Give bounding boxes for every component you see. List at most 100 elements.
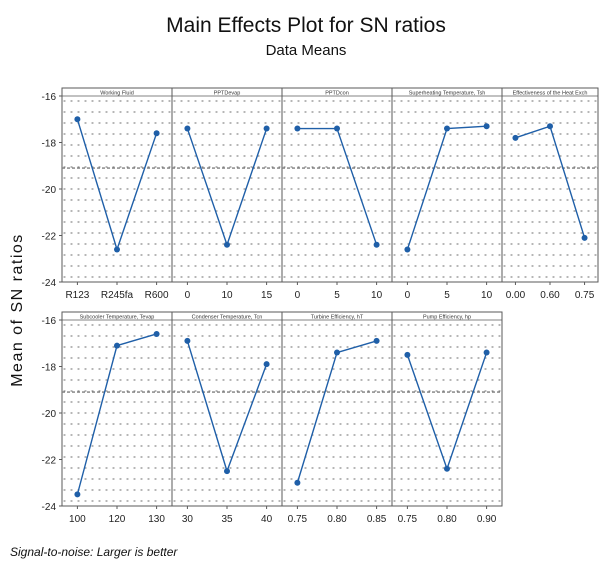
panel-border — [171, 87, 283, 283]
panel-border — [391, 311, 503, 507]
series-line — [186, 340, 268, 474]
x-tick-label: 0.85 — [367, 514, 387, 525]
x-tick-label: 0.90 — [477, 514, 497, 525]
x-tick-label: 0.75 — [575, 290, 595, 301]
effect-panel: PPTDcon 0 5 10 — [281, 87, 393, 301]
series-line — [76, 333, 157, 495]
data-point — [114, 342, 120, 349]
effect-panel: Condenser Temperature, Tcn 30 35 40 — [171, 311, 283, 525]
data-point — [581, 234, 588, 241]
effect-panel: PPTDevap 0 10 15 — [171, 87, 283, 301]
series-line — [76, 119, 158, 252]
y-axis-label: Mean of SN ratios — [9, 233, 26, 387]
chart-subtitle: Data Means — [266, 42, 347, 59]
x-tick-label: 0.60 — [540, 290, 560, 301]
data-point — [294, 479, 301, 486]
y-tick-label: -20 — [42, 185, 57, 196]
x-tick-label: R245fa — [101, 290, 134, 301]
panel-border — [281, 87, 393, 283]
footnote: Signal-to-noise: Larger is better — [10, 545, 178, 559]
x-tick-label: 0.00 — [506, 290, 526, 301]
x-tick-label: 0.75 — [288, 514, 308, 525]
y-tick-label: -18 — [42, 363, 57, 374]
panel-border — [501, 87, 599, 283]
series-line — [515, 125, 586, 239]
y-tick-label: -18 — [42, 139, 57, 150]
y-tick-label: -20 — [42, 409, 57, 420]
x-tick-label: 5 — [444, 290, 450, 301]
data-point — [224, 241, 230, 248]
panel-label: Working Fluid — [100, 91, 134, 97]
data-point — [444, 465, 450, 472]
x-tick-label: 10 — [221, 290, 233, 301]
data-point — [334, 125, 340, 132]
data-point — [263, 125, 270, 132]
x-tick-label: 10 — [371, 290, 383, 301]
data-point — [263, 361, 270, 368]
y-tick-label: -16 — [42, 92, 57, 103]
x-tick-label: 120 — [109, 514, 126, 525]
effect-panel: Working Fluid R123 R245fa R600 — [61, 87, 173, 301]
series-line — [406, 125, 487, 250]
x-tick-label: 35 — [221, 514, 233, 525]
series-line — [186, 128, 268, 247]
data-point — [404, 351, 411, 358]
panel-border — [391, 87, 503, 283]
data-point — [184, 125, 191, 132]
x-tick-label: 15 — [261, 290, 273, 301]
data-point — [74, 116, 81, 123]
data-point — [444, 125, 450, 132]
data-point — [114, 246, 120, 253]
x-tick-label: 40 — [261, 514, 273, 525]
x-tick-label: 0.80 — [327, 514, 347, 525]
x-tick-label: 0 — [295, 290, 301, 301]
y-tick-label: -24 — [42, 278, 57, 289]
effect-panel: Superheating Temperature, Tsh 0 5 10 — [391, 87, 503, 301]
series-line — [297, 127, 378, 246]
data-point — [334, 349, 340, 356]
x-tick-label: 0 — [405, 290, 411, 301]
y-tick-label: -22 — [42, 232, 57, 243]
effect-panel: Effectiveness of the Heat Exch 0.00 0.60 0.… — [501, 87, 599, 301]
data-point — [373, 241, 380, 248]
panels-group: -16 -18 -20 -22 -24 Working Fluid R123 R245fa R6… — [42, 87, 599, 525]
data-point — [547, 123, 553, 130]
data-point — [483, 349, 490, 356]
x-tick-label: 0.80 — [437, 514, 457, 525]
x-tick-label: 10 — [481, 290, 493, 301]
panel-label: Condenser Temperature, Tcn — [192, 315, 263, 321]
x-tick-label: R123 — [65, 290, 89, 301]
data-point — [153, 130, 160, 137]
series-line — [296, 340, 377, 483]
x-tick-label: 30 — [182, 514, 194, 525]
data-point — [184, 337, 191, 344]
effect-panel: Turbine Efficiency, hT 0.75 0.80 0.85 — [281, 311, 393, 525]
x-tick-label: R600 — [145, 290, 169, 301]
data-point — [373, 337, 380, 344]
y-tick-label: -24 — [42, 502, 57, 513]
data-point — [294, 125, 301, 132]
data-point — [404, 246, 411, 253]
chart-title: Main Effects Plot for SN ratios — [166, 14, 446, 37]
data-point — [483, 123, 490, 130]
panel-label: Pump Efficiency, hp — [423, 315, 471, 321]
panel-label: Subcooler Temperature, Tevap — [80, 315, 155, 321]
y-tick-label: -22 — [42, 456, 57, 467]
panel-label: PPTDevap — [214, 91, 241, 97]
panel-label: Effectiveness of the Heat Exch — [513, 91, 588, 97]
panel-border — [61, 311, 173, 507]
x-tick-label: 100 — [69, 514, 86, 525]
effect-panel: Pump Efficiency, hp 0.75 0.80 0.90 — [391, 311, 503, 525]
panel-label: PPTDcon — [325, 91, 349, 97]
data-point — [224, 468, 230, 475]
x-tick-label: 0.75 — [398, 514, 418, 525]
data-point — [153, 330, 160, 337]
x-tick-label: 5 — [334, 290, 340, 301]
panel-label: Superheating Temperature, Tsh — [409, 91, 486, 97]
x-tick-label: 0 — [185, 290, 191, 301]
effect-panel: Subcooler Temperature, Tevap 100 120 130 — [61, 311, 173, 525]
data-point — [512, 134, 519, 141]
y-tick-label: -16 — [42, 316, 57, 327]
data-point — [74, 491, 81, 498]
